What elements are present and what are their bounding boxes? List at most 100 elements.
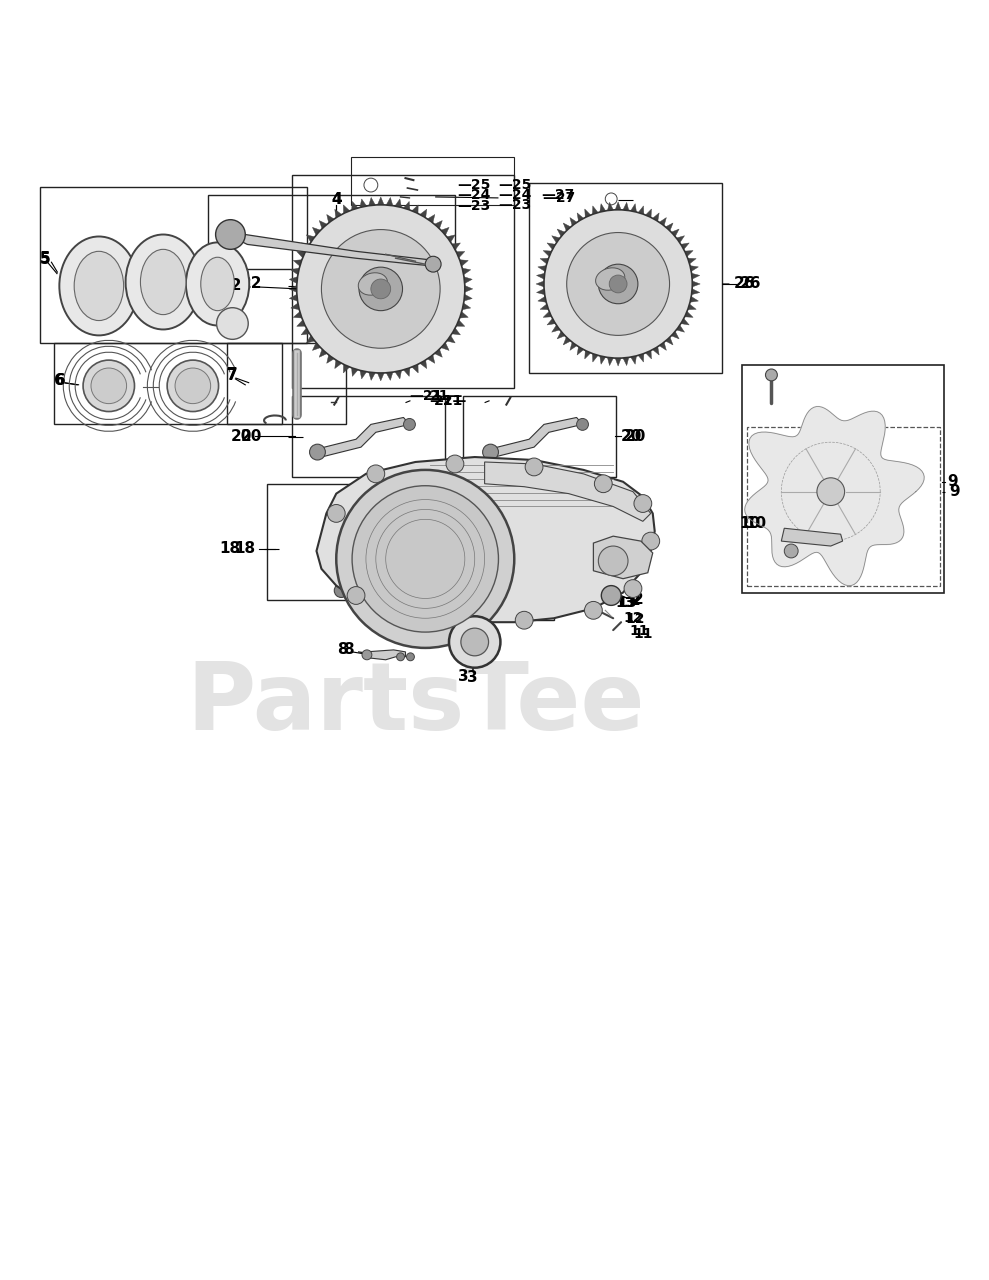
Bar <box>227 343 346 425</box>
Polygon shape <box>360 198 367 207</box>
Text: 18: 18 <box>234 540 255 556</box>
Polygon shape <box>536 289 545 294</box>
Polygon shape <box>326 355 334 364</box>
Text: 6: 6 <box>54 374 65 388</box>
Circle shape <box>446 456 464 472</box>
Circle shape <box>601 586 621 605</box>
Polygon shape <box>547 243 556 250</box>
Circle shape <box>765 369 777 381</box>
Polygon shape <box>441 228 449 236</box>
Ellipse shape <box>358 273 388 296</box>
Polygon shape <box>460 260 468 266</box>
Circle shape <box>624 580 642 598</box>
Bar <box>208 195 455 269</box>
Circle shape <box>216 220 245 250</box>
Circle shape <box>310 444 325 460</box>
Text: 16: 16 <box>440 590 460 604</box>
Text: 17: 17 <box>510 573 530 588</box>
Text: 15: 15 <box>557 517 577 531</box>
Polygon shape <box>540 259 549 264</box>
Circle shape <box>347 586 365 604</box>
Text: 20: 20 <box>240 429 262 444</box>
Polygon shape <box>395 370 402 379</box>
Polygon shape <box>631 204 637 212</box>
Text: PartsTee: PartsTee <box>186 658 645 750</box>
Bar <box>463 396 616 477</box>
Polygon shape <box>352 367 358 376</box>
Text: 21—: 21— <box>429 389 463 403</box>
Polygon shape <box>289 285 297 292</box>
Text: 15: 15 <box>556 520 576 534</box>
Circle shape <box>217 307 248 339</box>
Text: 22: 22 <box>221 279 242 293</box>
Polygon shape <box>745 407 924 586</box>
Polygon shape <box>334 360 341 369</box>
Bar <box>742 365 944 593</box>
Polygon shape <box>464 294 472 301</box>
Polygon shape <box>319 220 327 229</box>
Polygon shape <box>672 332 679 339</box>
Polygon shape <box>680 319 689 325</box>
Polygon shape <box>301 243 310 250</box>
Text: 11: 11 <box>633 627 653 641</box>
Circle shape <box>577 419 588 430</box>
Circle shape <box>167 360 219 412</box>
Polygon shape <box>291 303 300 310</box>
Bar <box>747 428 940 586</box>
Text: —27: —27 <box>541 188 575 202</box>
Text: —25: —25 <box>457 178 491 192</box>
Text: 1: 1 <box>414 486 425 502</box>
Polygon shape <box>536 282 544 287</box>
Polygon shape <box>660 342 667 351</box>
Polygon shape <box>395 198 402 207</box>
Polygon shape <box>578 347 584 355</box>
Polygon shape <box>386 197 393 206</box>
Bar <box>450 472 554 621</box>
Bar <box>40 187 307 343</box>
Circle shape <box>367 465 385 483</box>
Polygon shape <box>538 266 546 271</box>
Bar <box>292 396 445 477</box>
Polygon shape <box>557 229 565 237</box>
Polygon shape <box>427 215 435 223</box>
Polygon shape <box>307 335 315 343</box>
Polygon shape <box>297 251 306 257</box>
Polygon shape <box>456 320 465 326</box>
Polygon shape <box>462 303 471 310</box>
Circle shape <box>642 532 660 550</box>
Bar <box>267 484 391 600</box>
Text: 9: 9 <box>947 475 958 489</box>
Polygon shape <box>441 343 449 351</box>
Polygon shape <box>434 220 442 229</box>
Polygon shape <box>485 462 651 521</box>
Polygon shape <box>352 201 358 210</box>
Circle shape <box>327 504 345 522</box>
Text: 2: 2 <box>630 593 641 608</box>
Polygon shape <box>378 372 384 381</box>
Circle shape <box>483 444 498 460</box>
Polygon shape <box>631 356 637 365</box>
Polygon shape <box>369 197 376 206</box>
Polygon shape <box>411 365 418 372</box>
Polygon shape <box>420 209 427 218</box>
Text: —25: —25 <box>498 178 532 192</box>
Text: —23: —23 <box>457 198 491 212</box>
Circle shape <box>83 360 135 412</box>
Polygon shape <box>570 342 577 351</box>
Circle shape <box>817 477 845 506</box>
Polygon shape <box>592 353 598 362</box>
Polygon shape <box>584 209 590 218</box>
Polygon shape <box>301 328 310 335</box>
Polygon shape <box>607 357 613 366</box>
Circle shape <box>321 229 440 348</box>
Polygon shape <box>411 205 418 214</box>
Text: 21—: 21— <box>433 394 467 407</box>
Polygon shape <box>623 202 629 211</box>
Polygon shape <box>427 355 435 364</box>
Polygon shape <box>684 311 693 317</box>
Polygon shape <box>297 320 306 326</box>
Polygon shape <box>676 325 684 333</box>
Polygon shape <box>543 251 552 256</box>
Polygon shape <box>452 328 461 335</box>
Text: 13: 13 <box>617 596 637 611</box>
